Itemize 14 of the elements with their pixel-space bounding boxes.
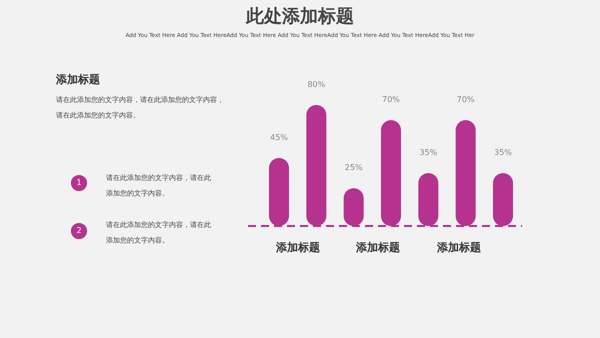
text: 2 — [76, 226, 82, 235]
data-label: 80% — [307, 80, 326, 89]
text: 添加标题 — [275, 241, 320, 254]
text: 1 — [76, 178, 82, 187]
data-label: 35% — [419, 148, 438, 158]
data-label: 35% — [494, 148, 512, 158]
data-label: 70% — [456, 95, 475, 104]
data-label: 45% — [270, 132, 288, 142]
text: 添加标题 — [55, 73, 100, 86]
data-label: 70% — [382, 95, 400, 104]
text: 添加标题 — [436, 241, 481, 254]
data-label: 25% — [344, 163, 363, 172]
text: 添加标题 — [355, 241, 400, 254]
chart-title: 此处添加标题 — [245, 6, 354, 27]
